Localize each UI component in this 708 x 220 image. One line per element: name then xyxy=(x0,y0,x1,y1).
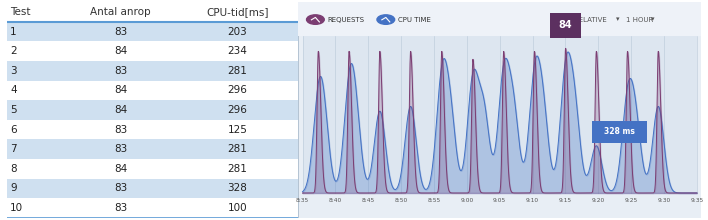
Bar xyxy=(7,61,299,81)
Text: 6: 6 xyxy=(10,125,16,135)
Text: 1: 1 xyxy=(10,27,16,37)
Text: 9:10: 9:10 xyxy=(526,198,539,204)
Text: 234: 234 xyxy=(227,46,247,56)
Text: 9:05: 9:05 xyxy=(493,198,506,204)
Text: 281: 281 xyxy=(227,144,247,154)
Text: 83: 83 xyxy=(114,183,127,193)
Text: 281: 281 xyxy=(227,66,247,76)
Text: 8:55: 8:55 xyxy=(428,198,440,204)
Text: RELATIVE: RELATIVE xyxy=(574,16,607,23)
Bar xyxy=(551,13,581,38)
Text: Antal anrop: Antal anrop xyxy=(91,7,151,17)
Bar xyxy=(7,100,299,120)
Text: 84: 84 xyxy=(114,46,127,56)
Text: 100: 100 xyxy=(227,203,247,213)
Circle shape xyxy=(307,15,324,24)
Text: 83: 83 xyxy=(114,27,127,37)
Text: CPU TIME: CPU TIME xyxy=(398,16,431,23)
Bar xyxy=(7,198,299,218)
Text: 4: 4 xyxy=(10,85,16,95)
Text: 9:30: 9:30 xyxy=(658,198,670,204)
Bar xyxy=(593,121,646,143)
Text: 8:35: 8:35 xyxy=(296,198,309,204)
Text: 7: 7 xyxy=(10,144,16,154)
Bar xyxy=(7,2,299,22)
Text: 84: 84 xyxy=(559,20,572,30)
Bar xyxy=(7,81,299,100)
Text: 10: 10 xyxy=(10,203,23,213)
Text: 5: 5 xyxy=(10,105,16,115)
Text: 2: 2 xyxy=(10,46,16,56)
Text: 9: 9 xyxy=(10,183,16,193)
Bar xyxy=(7,41,299,61)
Text: 203: 203 xyxy=(227,27,247,37)
Text: 9:15: 9:15 xyxy=(559,198,572,204)
Text: 8:40: 8:40 xyxy=(329,198,342,204)
Text: 3: 3 xyxy=(10,66,16,76)
Bar xyxy=(299,2,701,36)
Text: REQUESTS: REQUESTS xyxy=(328,16,365,23)
Text: 125: 125 xyxy=(227,125,247,135)
Text: 296: 296 xyxy=(227,105,247,115)
Text: 84: 84 xyxy=(114,105,127,115)
Text: ▾: ▾ xyxy=(651,16,654,23)
Circle shape xyxy=(377,15,394,24)
Text: 9:25: 9:25 xyxy=(624,198,638,204)
Text: 83: 83 xyxy=(114,203,127,213)
Text: 83: 83 xyxy=(114,125,127,135)
Text: 9:20: 9:20 xyxy=(592,198,605,204)
Text: 84: 84 xyxy=(114,85,127,95)
Text: 9:00: 9:00 xyxy=(460,198,474,204)
Bar xyxy=(7,22,299,41)
Text: 328: 328 xyxy=(227,183,247,193)
Text: Test: Test xyxy=(10,7,30,17)
Text: 281: 281 xyxy=(227,164,247,174)
Bar xyxy=(7,120,299,139)
Text: 8: 8 xyxy=(10,164,16,174)
Text: 83: 83 xyxy=(114,144,127,154)
Bar xyxy=(302,36,697,193)
Text: 296: 296 xyxy=(227,85,247,95)
Text: 84: 84 xyxy=(114,164,127,174)
Bar xyxy=(7,139,299,159)
Bar xyxy=(7,179,299,198)
Text: 8:50: 8:50 xyxy=(394,198,408,204)
Text: 1 HOUR: 1 HOUR xyxy=(627,16,653,23)
Text: 328 ms: 328 ms xyxy=(604,127,635,136)
Text: 9:35: 9:35 xyxy=(690,198,704,204)
Text: 83: 83 xyxy=(114,66,127,76)
Bar xyxy=(7,159,299,179)
Text: ▾: ▾ xyxy=(617,16,620,23)
Text: CPU-tid[ms]: CPU-tid[ms] xyxy=(206,7,268,17)
Text: 8:45: 8:45 xyxy=(362,198,375,204)
